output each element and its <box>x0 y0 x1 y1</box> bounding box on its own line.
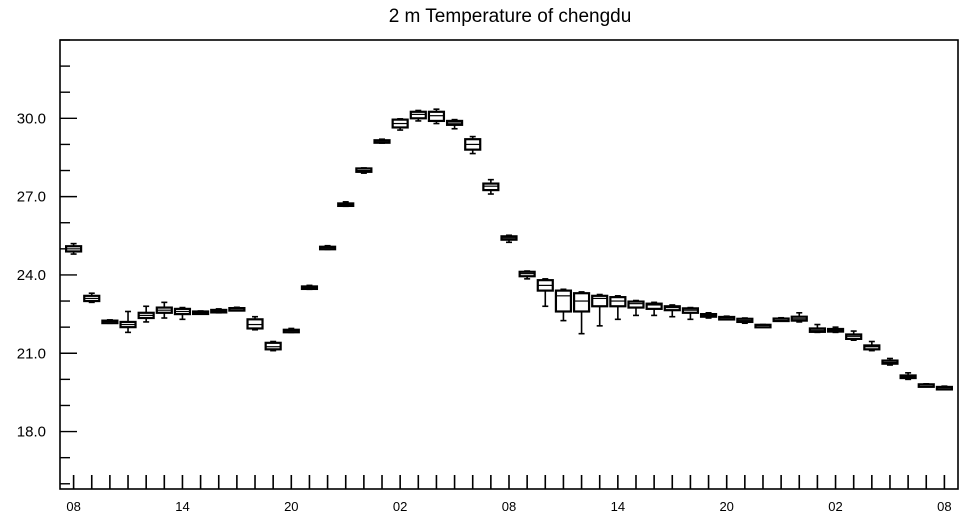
box-item <box>445 118 464 130</box>
y-tick-label: 18.0 <box>17 424 46 441</box>
box-item <box>863 340 881 352</box>
x-tick-label: 02 <box>828 499 842 514</box>
box <box>663 305 681 312</box>
box-item <box>845 330 863 342</box>
box-item <box>518 270 536 280</box>
box-item <box>119 310 137 334</box>
box-item <box>899 372 917 381</box>
x-tick-label: 08 <box>66 499 80 514</box>
box-item <box>228 306 246 312</box>
box-item <box>572 291 591 335</box>
box-item <box>681 306 700 321</box>
box-item <box>736 317 754 325</box>
box-series <box>65 108 953 391</box>
box-item <box>427 108 446 125</box>
box-item <box>155 301 173 319</box>
x-axis: 08 14 20 02 08 14 20 02 08 <box>66 475 952 514</box>
chart-title: 2 m Temperature of chengdu <box>389 6 632 27</box>
box <box>572 292 591 313</box>
box <box>609 296 627 308</box>
x-tick-label: 14 <box>611 499 625 514</box>
box-item <box>808 323 827 334</box>
box-item <box>337 201 355 208</box>
box-item <box>409 109 427 122</box>
box-item <box>464 135 482 155</box>
box-item <box>65 242 83 255</box>
box-item <box>83 292 101 304</box>
box-item <box>500 234 518 244</box>
y-tick-label: 24.0 <box>17 267 46 284</box>
x-tick-label: 08 <box>937 499 951 514</box>
box-item <box>173 306 192 321</box>
box-item <box>300 284 319 291</box>
box <box>645 302 663 310</box>
box-item <box>264 340 282 352</box>
box <box>554 289 573 313</box>
x-tick-label: 02 <box>393 499 407 514</box>
box-item <box>826 326 845 334</box>
box-item <box>482 178 500 195</box>
y-axis: 18.0 21.0 24.0 27.0 30.0 <box>17 39 77 485</box>
box <box>863 344 881 351</box>
box-item <box>246 315 264 331</box>
box-item <box>790 311 808 323</box>
box-item <box>210 308 228 314</box>
box-item <box>935 385 953 391</box>
box-item <box>137 305 155 323</box>
box-item <box>391 118 409 131</box>
box-item <box>282 327 300 334</box>
y-tick-label: 21.0 <box>17 345 46 362</box>
box-item <box>772 316 790 323</box>
box <box>409 110 427 120</box>
x-tick-label: 08 <box>502 499 516 514</box>
box <box>427 110 446 123</box>
box-item <box>101 319 119 325</box>
x-tick-label: 20 <box>284 499 298 514</box>
box <box>591 294 609 308</box>
box-item <box>318 244 337 251</box>
box-item <box>881 357 899 366</box>
x-tick-label: 14 <box>175 499 189 514</box>
box-item <box>554 288 573 322</box>
box-item <box>355 167 373 174</box>
box-item <box>591 293 609 327</box>
box-item <box>627 299 645 317</box>
box-item <box>699 311 718 319</box>
box-item <box>663 304 681 318</box>
box-item <box>536 278 554 308</box>
box <box>264 341 282 351</box>
box <box>246 318 264 330</box>
plot-frame <box>59 39 959 490</box>
box-item <box>917 382 935 388</box>
y-tick-label: 30.0 <box>17 110 46 127</box>
box-item <box>373 138 391 144</box>
x-tick-label: 20 <box>719 499 733 514</box>
box-item <box>645 301 663 317</box>
y-tick-label: 27.0 <box>17 189 46 206</box>
box-item <box>718 315 736 321</box>
box-item <box>191 310 210 316</box>
box-item <box>609 295 627 321</box>
box-item <box>754 323 772 329</box>
box <box>482 182 500 192</box>
box <box>627 300 645 309</box>
